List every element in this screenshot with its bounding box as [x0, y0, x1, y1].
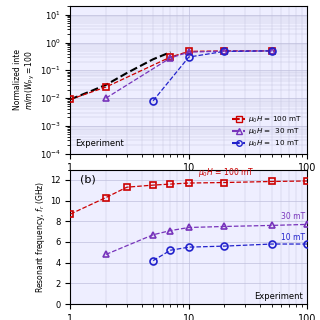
Y-axis label: Normalized inte
$m / m(W_{\rm Py} = 100$: Normalized inte $m / m(W_{\rm Py} = 100$ [13, 50, 37, 110]
Legend: $\mu_0 H$ = 100 mT, $\mu_0 H$ =  30 mT, $\mu_0 H$ =  10 mT: $\mu_0 H$ = 100 mT, $\mu_0 H$ = 30 mT, $… [231, 113, 304, 150]
Y-axis label: Resonant frequency, $f_{r}$ (GHz): Resonant frequency, $f_{r}$ (GHz) [35, 181, 47, 293]
Text: 10 mT: 10 mT [281, 233, 305, 242]
Text: (b): (b) [80, 175, 96, 185]
Text: 30 mT: 30 mT [281, 212, 305, 221]
Text: Experiment: Experiment [75, 139, 124, 148]
Text: $\mu_0 H$ = 100 mT: $\mu_0 H$ = 100 mT [198, 166, 255, 179]
Text: Experiment: Experiment [254, 292, 302, 301]
